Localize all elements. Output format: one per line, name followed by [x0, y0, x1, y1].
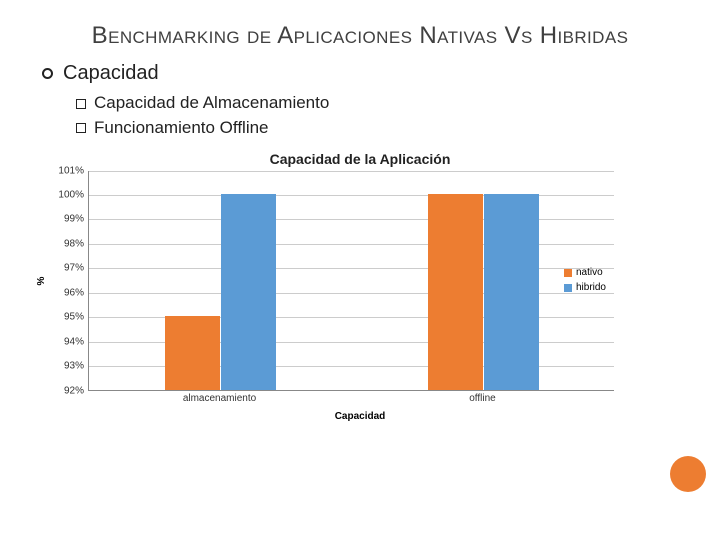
bullet-list: Capacidad Capacidad de Almacenamiento Fu…	[42, 62, 686, 140]
slide: Benchmarking de Aplicaciones Nativas Vs …	[0, 0, 720, 540]
bars-layer	[89, 171, 614, 390]
chart-body: % 92%93%94%95%96%97%98%99%100%101% nativ…	[34, 171, 686, 391]
x-axis-label: Capacidad	[34, 411, 686, 422]
y-tick: 100%	[58, 190, 84, 201]
bullet-text: Capacidad	[63, 62, 159, 85]
legend-label: hibrido	[576, 280, 606, 295]
x-tick: offline	[469, 393, 496, 404]
legend-label: nativo	[576, 265, 603, 280]
bar-hibrido-almacenamiento	[221, 194, 276, 390]
bullet-almacenamiento: Capacidad de Almacenamiento	[76, 91, 686, 116]
chart: Capacidad de la Aplicación % 92%93%94%95…	[34, 151, 686, 422]
y-tick: 94%	[64, 336, 84, 347]
slide-title: Benchmarking de Aplicaciones Nativas Vs …	[34, 22, 686, 50]
legend-item-hibrido: hibrido	[564, 280, 606, 295]
legend-swatch-hibrido	[564, 284, 572, 292]
chart-title: Capacidad de la Aplicación	[34, 151, 686, 167]
x-axis: almacenamiento offline	[88, 391, 614, 407]
plot-area: nativo hibrido	[88, 171, 614, 391]
legend: nativo hibrido	[564, 265, 606, 295]
y-tick: 93%	[64, 361, 84, 372]
square-icon	[76, 123, 86, 133]
y-tick: 99%	[64, 214, 84, 225]
bullet-capacidad: Capacidad	[42, 62, 686, 85]
bullet-text: Funcionamiento Offline	[94, 116, 269, 141]
bar-nativo-almacenamiento	[165, 316, 220, 389]
legend-swatch-nativo	[564, 269, 572, 277]
x-tick: almacenamiento	[183, 393, 256, 404]
decorative-circle-icon	[670, 456, 706, 492]
y-tick: 95%	[64, 312, 84, 323]
bullet-text: Capacidad de Almacenamiento	[94, 91, 329, 116]
y-tick: 98%	[64, 238, 84, 249]
y-tick: 92%	[64, 385, 84, 396]
square-icon	[76, 99, 86, 109]
bar-nativo-offline	[428, 194, 483, 390]
y-tick: 101%	[58, 165, 84, 176]
y-axis: 92%93%94%95%96%97%98%99%100%101%	[48, 171, 88, 391]
y-tick: 97%	[64, 263, 84, 274]
legend-item-nativo: nativo	[564, 265, 606, 280]
bullet-offline: Funcionamiento Offline	[76, 116, 686, 141]
ring-icon	[42, 68, 53, 79]
y-tick: 96%	[64, 287, 84, 298]
bar-hibrido-offline	[484, 194, 539, 390]
